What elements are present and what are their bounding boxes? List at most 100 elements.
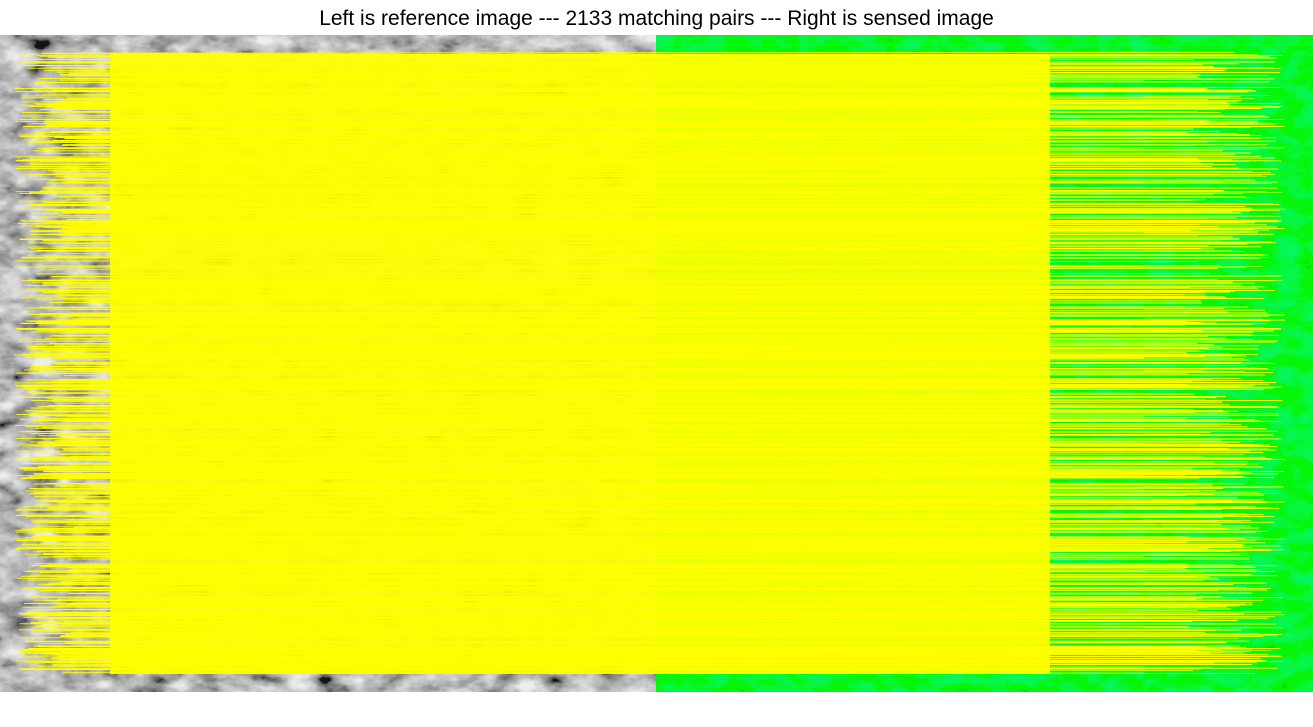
- match-line: [21, 613, 1204, 616]
- match-line: [14, 155, 1261, 158]
- match-line: [22, 158, 1199, 161]
- match-line: [58, 78, 1275, 81]
- match-line: [56, 102, 1281, 104]
- match-line: [70, 181, 1243, 184]
- match-line: [53, 384, 1193, 386]
- match-line: [32, 460, 1249, 463]
- match-line: [61, 378, 1241, 380]
- match-line: [29, 230, 1190, 232]
- match-line: [69, 550, 1187, 552]
- match-line: [54, 295, 1208, 298]
- match-line: [35, 132, 1237, 134]
- match-line: [21, 462, 1215, 465]
- match-line: [34, 427, 1268, 430]
- match-line: [33, 102, 1231, 105]
- match-line: [54, 106, 1280, 109]
- match-line: [68, 597, 1283, 600]
- match-line: [62, 247, 1202, 249]
- match-line: [67, 285, 1265, 288]
- match-line: [41, 427, 1266, 429]
- match-line: [15, 514, 1250, 517]
- match-line: [30, 365, 1247, 367]
- match-line: [35, 625, 1189, 627]
- match-line: [34, 495, 1186, 498]
- match-line: [26, 570, 1275, 572]
- match-line: [31, 565, 1253, 567]
- match-line: [61, 99, 1228, 102]
- match-line: [67, 592, 1196, 595]
- match-line: [25, 285, 1209, 287]
- match-line: [40, 160, 1202, 163]
- match-line: [15, 508, 1222, 511]
- match-line: [34, 204, 1247, 206]
- match-line: [29, 445, 1278, 447]
- match-line: [33, 393, 1195, 395]
- match-line: [67, 111, 1221, 113]
- match-line: [19, 513, 1246, 515]
- match-line: [57, 420, 1283, 422]
- match-line: [56, 609, 1198, 611]
- match-line: [23, 655, 1281, 658]
- match-line: [61, 216, 1209, 219]
- match-line: [50, 114, 1224, 117]
- match-line: [19, 396, 1226, 398]
- match-line: [30, 65, 1214, 67]
- match-line: [19, 237, 1240, 240]
- match-line: [28, 346, 1223, 348]
- match-line: [34, 381, 1193, 383]
- match-line: [40, 267, 1218, 270]
- match-line: [23, 506, 1272, 509]
- match-line: [33, 490, 1199, 493]
- match-line: [57, 355, 1247, 358]
- match-line: [46, 86, 1280, 89]
- match-line: [20, 667, 1201, 670]
- match-line: [71, 242, 1257, 245]
- match-line: [65, 519, 1240, 522]
- match-line: [35, 525, 1251, 528]
- match-line: [27, 287, 1258, 290]
- match-line: [28, 476, 1193, 478]
- match-line: [16, 289, 1275, 292]
- match-line: [67, 330, 1199, 333]
- match-line: [16, 537, 1245, 540]
- match-line: [20, 64, 1203, 66]
- match-line: [54, 136, 1277, 139]
- match-line: [35, 343, 1198, 345]
- match-line: [71, 211, 1243, 214]
- match-line: [28, 647, 1246, 649]
- match-line: [21, 385, 1253, 388]
- match-line: [68, 265, 1263, 268]
- match-line: [53, 358, 1249, 361]
- match-line: [58, 611, 1238, 614]
- match-line: [50, 291, 1231, 294]
- match-line: [59, 542, 1266, 545]
- match-line: [59, 89, 1205, 91]
- match-line: [19, 199, 1193, 202]
- match-line: [60, 236, 1199, 239]
- match-line: [42, 238, 1240, 241]
- match-line: [41, 536, 1260, 539]
- match-line: [35, 297, 1249, 300]
- match-line: [36, 665, 1213, 668]
- match-line: [51, 67, 1281, 69]
- match-line: [52, 628, 1189, 631]
- match-line: [31, 633, 1283, 635]
- match-line: [56, 95, 1241, 98]
- match-line: [26, 515, 1223, 518]
- match-line: [44, 62, 1219, 64]
- match-line: [42, 349, 1199, 352]
- match-line: [37, 148, 1259, 150]
- match-line: [61, 538, 1285, 541]
- match-line: [60, 485, 1284, 488]
- match-line: [28, 203, 1273, 205]
- match-line: [34, 81, 1270, 83]
- match-line: [65, 126, 1251, 128]
- match-line: [61, 472, 1242, 475]
- match-line: [71, 567, 1186, 570]
- match-line: [33, 488, 1216, 491]
- match-line: [19, 134, 1250, 136]
- match-line: [45, 587, 1239, 590]
- match-line: [42, 51, 1235, 54]
- match-line: [57, 214, 1281, 217]
